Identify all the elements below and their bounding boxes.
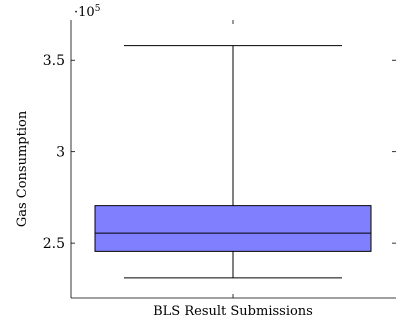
y-tick-label: 3 xyxy=(56,145,65,161)
labels: Gas Consumption BLS Result Submissions ·… xyxy=(15,4,313,319)
y-scale-multiplier: ·105 xyxy=(74,4,101,20)
axes: 2.5 3 3.5 xyxy=(43,20,396,299)
y-scale-exponent: 5 xyxy=(95,4,101,14)
x-axis-label: BLS Result Submissions xyxy=(153,304,313,319)
y-tick-label: 2.5 xyxy=(43,236,65,252)
iqr-box xyxy=(94,205,372,252)
y-axis-label: Gas Consumption xyxy=(15,110,30,227)
y-tick-label: 3.5 xyxy=(43,53,65,69)
plot-area xyxy=(94,45,372,279)
